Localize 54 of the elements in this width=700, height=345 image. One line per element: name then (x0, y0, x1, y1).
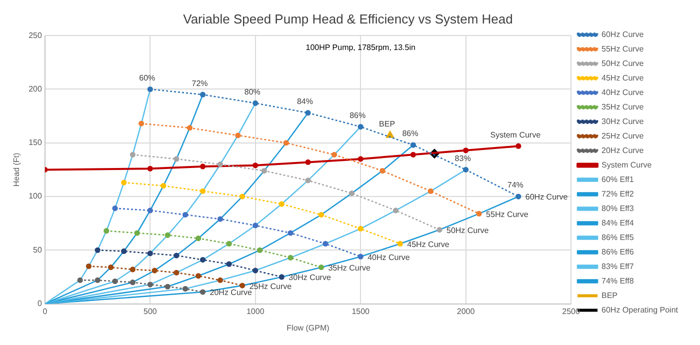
annotation: 25Hz Curve (249, 282, 292, 291)
y-tick-label: 250 (28, 30, 42, 40)
legend-label: 74% Eff8 (602, 276, 634, 286)
annotation: 45Hz Curve (407, 240, 450, 249)
x-tick-label: 1500 (352, 306, 370, 316)
legend-label: 86% Eff5 (602, 232, 634, 242)
x-axis-title: Flow (GPM) (286, 323, 330, 332)
annotation: 84% (296, 97, 313, 106)
annotation: 20Hz Curve (210, 288, 253, 298)
legend-label: 55Hz Curve (602, 44, 644, 54)
annotation: 55Hz Curve (486, 210, 529, 219)
legend-label: 86% Eff6 (602, 247, 634, 256)
legend-label: 60Hz Curve (602, 30, 644, 39)
annotation: 83% (454, 154, 471, 163)
legend-label: 60% Eff1 (602, 174, 634, 184)
legend-label: 30Hz Curve (602, 116, 644, 126)
annotation: 80% (244, 87, 260, 96)
annotation: 74% (507, 180, 524, 190)
y-tick-label: 200 (28, 84, 42, 94)
legend-label: 72% Eff2 (602, 189, 634, 198)
y-tick-label: 150 (28, 138, 42, 148)
x-tick-label: 1000 (246, 306, 265, 316)
annotation: 40Hz Curve (368, 252, 410, 262)
y-tick-label: 0 (37, 299, 42, 308)
legend-label: 83% Eff7 (602, 262, 634, 271)
y-tick-label: 50 (33, 245, 42, 254)
legend-label: 50Hz Curve (602, 58, 644, 68)
annotation: 50Hz Curve (446, 226, 490, 235)
x-tick-label: 2500 (562, 306, 580, 316)
annotation: System Curve (490, 130, 542, 140)
annotation: 60Hz Curve (525, 192, 568, 202)
legend-label: 40Hz Curve (602, 88, 644, 97)
annotation: 86% (350, 110, 366, 120)
legend-label: 20Hz Curve (602, 146, 644, 155)
chart-title: Variable Speed Pump Head & Efficiency vs System Head (183, 11, 513, 26)
annotation: 35Hz Curve (328, 264, 372, 273)
legend-label: 35Hz Curve (602, 102, 644, 112)
legend-label: 45Hz Curve (602, 73, 644, 82)
legend-label: System Curve (602, 160, 652, 170)
x-tick-label: 2000 (456, 306, 476, 316)
annotation: 72% (192, 78, 208, 88)
legend-label: BEP (602, 290, 618, 300)
y-tick-label: 100 (28, 192, 42, 201)
legend-label: 80% Eff3 (602, 204, 634, 213)
annotation: 86% (402, 129, 418, 138)
y-axis-title: Head (Ft) (12, 152, 22, 187)
annotation: 60% (139, 73, 156, 82)
annotation: BEP (379, 120, 396, 129)
legend-label: 60Hz Operating Point (602, 305, 679, 314)
x-tick-label: 500 (143, 306, 158, 316)
annotation: 30Hz Curve (288, 273, 332, 282)
legend-label: 25Hz Curve (602, 131, 644, 140)
legend-label: 84% Eff4 (602, 218, 634, 228)
text: 100HP Pump, 1785rpm, 13.5in (306, 42, 416, 52)
